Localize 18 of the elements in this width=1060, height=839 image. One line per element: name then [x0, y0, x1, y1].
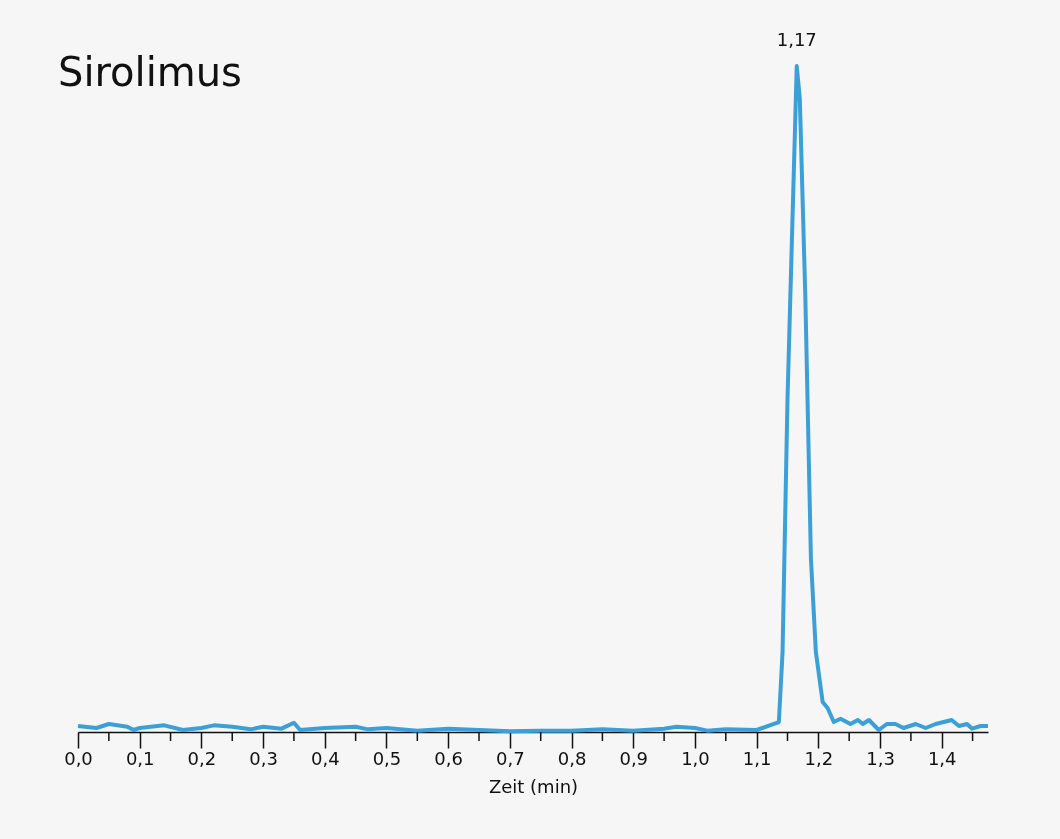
- x-tick-label: 0,0: [64, 747, 93, 769]
- x-tick-label: 1,1: [742, 747, 772, 769]
- chart-title: Sirolimus: [58, 49, 242, 95]
- x-tick-label: 1,3: [866, 747, 895, 769]
- x-tick-label: 0,9: [619, 747, 649, 769]
- x-axis-title: Zeit (min): [488, 775, 579, 797]
- x-tick-label: 0,3: [249, 747, 278, 769]
- x-tick-label: 0,8: [557, 747, 587, 769]
- x-tick-label: 1,2: [804, 747, 834, 769]
- x-tick-label: 0,2: [187, 747, 217, 769]
- x-tick-label: 0,6: [434, 747, 463, 769]
- x-tick-label: 1,0: [681, 747, 710, 769]
- annotation: 1,17: [776, 29, 817, 50]
- x-tick-label: 0,4: [310, 747, 340, 769]
- x-tick-label: 0,5: [372, 747, 402, 769]
- x-tick-label: 0,1: [125, 747, 155, 769]
- x-tick-label: 1,4: [927, 747, 957, 769]
- x-tick-label: 0,7: [496, 747, 525, 769]
